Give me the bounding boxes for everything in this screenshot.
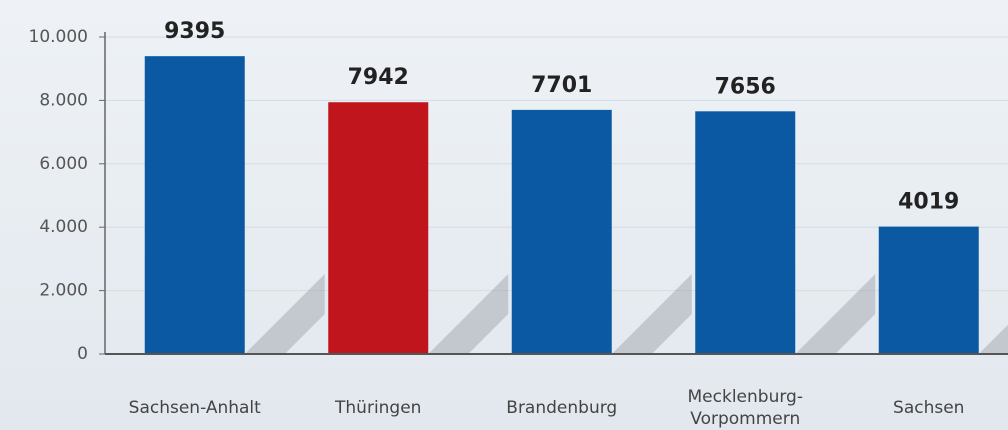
y-tick-label: 6.000 <box>39 154 88 174</box>
y-tick-label: 0 <box>77 344 88 364</box>
x-tick-label-line: Mecklenburg- <box>688 387 803 407</box>
x-tick-label: Sachsen-Anhalt <box>129 398 261 418</box>
x-tick-label-line: Sachsen-Anhalt <box>129 398 261 418</box>
bar-shadow <box>795 274 876 354</box>
value-label: 9395 <box>164 19 225 44</box>
bar <box>328 102 429 354</box>
value-label: 4019 <box>898 190 959 215</box>
bar-shadow <box>244 274 325 354</box>
value-label: 7701 <box>531 73 592 98</box>
x-tick-label: Mecklenburg-Vorpommern <box>688 387 803 429</box>
value-label: 7942 <box>348 65 409 90</box>
bar-shadow <box>611 274 692 354</box>
value-label: 7656 <box>715 74 776 99</box>
x-tick-label: Sachsen <box>893 398 964 418</box>
y-tick-label: 4.000 <box>39 217 88 237</box>
y-tick-label: 8.000 <box>39 90 88 110</box>
bar <box>695 111 796 354</box>
x-tick-label-line: Sachsen <box>893 398 964 418</box>
y-tick-label: 2.000 <box>39 281 88 301</box>
x-tick-label: Thüringen <box>334 398 421 418</box>
bar-shadow <box>428 274 509 354</box>
bar <box>511 109 612 355</box>
x-tick-label: Brandenburg <box>506 398 617 418</box>
bar <box>878 226 979 354</box>
x-tick-label-line: Vorpommern <box>690 409 800 429</box>
bar <box>144 56 245 355</box>
x-tick-label-line: Brandenburg <box>506 398 617 418</box>
y-tick-label: 10.000 <box>29 27 88 47</box>
bar-shadow <box>978 324 1008 354</box>
x-tick-label-line: Thüringen <box>334 398 421 418</box>
